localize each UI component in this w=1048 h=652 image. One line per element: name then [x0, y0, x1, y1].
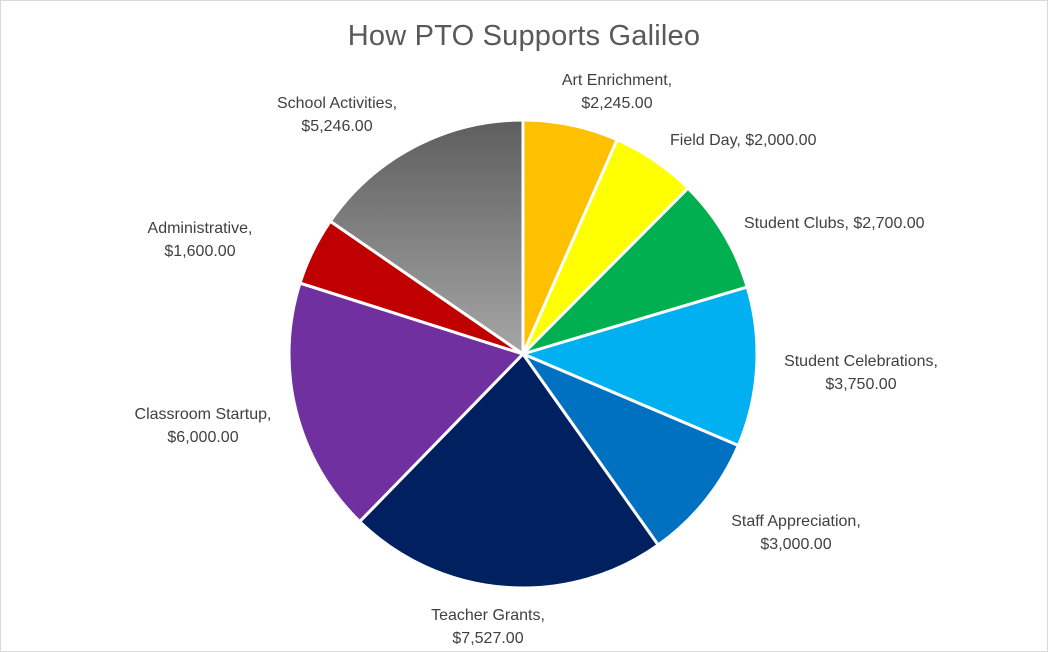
- data-label-line: Student Clubs, $2,700.00: [744, 215, 925, 232]
- pie-slice-student-celebrations: [521, 285, 759, 447]
- chart-title: How PTO Supports Galileo: [347, 20, 701, 52]
- data-label-line: $5,246.00: [301, 118, 372, 135]
- data-label-teacher-grants: Teacher Grants, $7,527.00: [431, 607, 545, 647]
- data-label-line: Administrative,: [148, 220, 253, 237]
- data-label-staff-appreciation: Staff Appreciation, $3,000.00: [731, 513, 861, 553]
- data-label-school-activities: School Activities, $5,246.00: [277, 95, 397, 135]
- data-label-line: $7,527.00: [452, 630, 523, 647]
- pie-slice-student-clubs: [521, 186, 749, 356]
- data-label-line: Staff Appreciation,: [731, 513, 861, 530]
- pie-slice-school-activities: [328, 118, 525, 356]
- data-label-student-clubs: Student Clubs, $2,700.00: [744, 215, 925, 232]
- data-labels: Art Enrichment, $2,245.00 Field Day, $2,00…: [135, 72, 938, 647]
- data-label-field-day: Field Day, $2,000.00: [670, 132, 817, 149]
- data-label-student-celebrations: Student Celebrations, $3,750.00: [784, 353, 938, 393]
- data-label-line: $3,000.00: [760, 536, 831, 553]
- data-label-line: Teacher Grants,: [431, 607, 545, 624]
- data-label-line: Art Enrichment,: [562, 72, 672, 89]
- data-label-line: Field Day, $2,000.00: [670, 132, 817, 149]
- data-label-line: $1,600.00: [164, 243, 235, 260]
- pie-slice-classroom-startup: [287, 281, 525, 524]
- data-label-classroom-startup: Classroom Startup, $6,000.00: [135, 406, 272, 446]
- pie-slices: [287, 118, 759, 590]
- data-label-line: $6,000.00: [167, 429, 238, 446]
- pie-slice-staff-appreciation: [521, 352, 740, 547]
- pie-slice-teacher-grants: [358, 352, 660, 590]
- data-label-line: School Activities,: [277, 95, 397, 112]
- data-label-line: $2,245.00: [581, 95, 652, 112]
- data-label-art-enrichment: Art Enrichment, $2,245.00: [562, 72, 672, 112]
- data-label-line: $3,750.00: [825, 376, 896, 393]
- data-label-line: Classroom Startup,: [135, 406, 272, 423]
- data-label-line: Student Celebrations,: [784, 353, 938, 370]
- data-label-administrative: Administrative, $1,600.00: [148, 220, 253, 260]
